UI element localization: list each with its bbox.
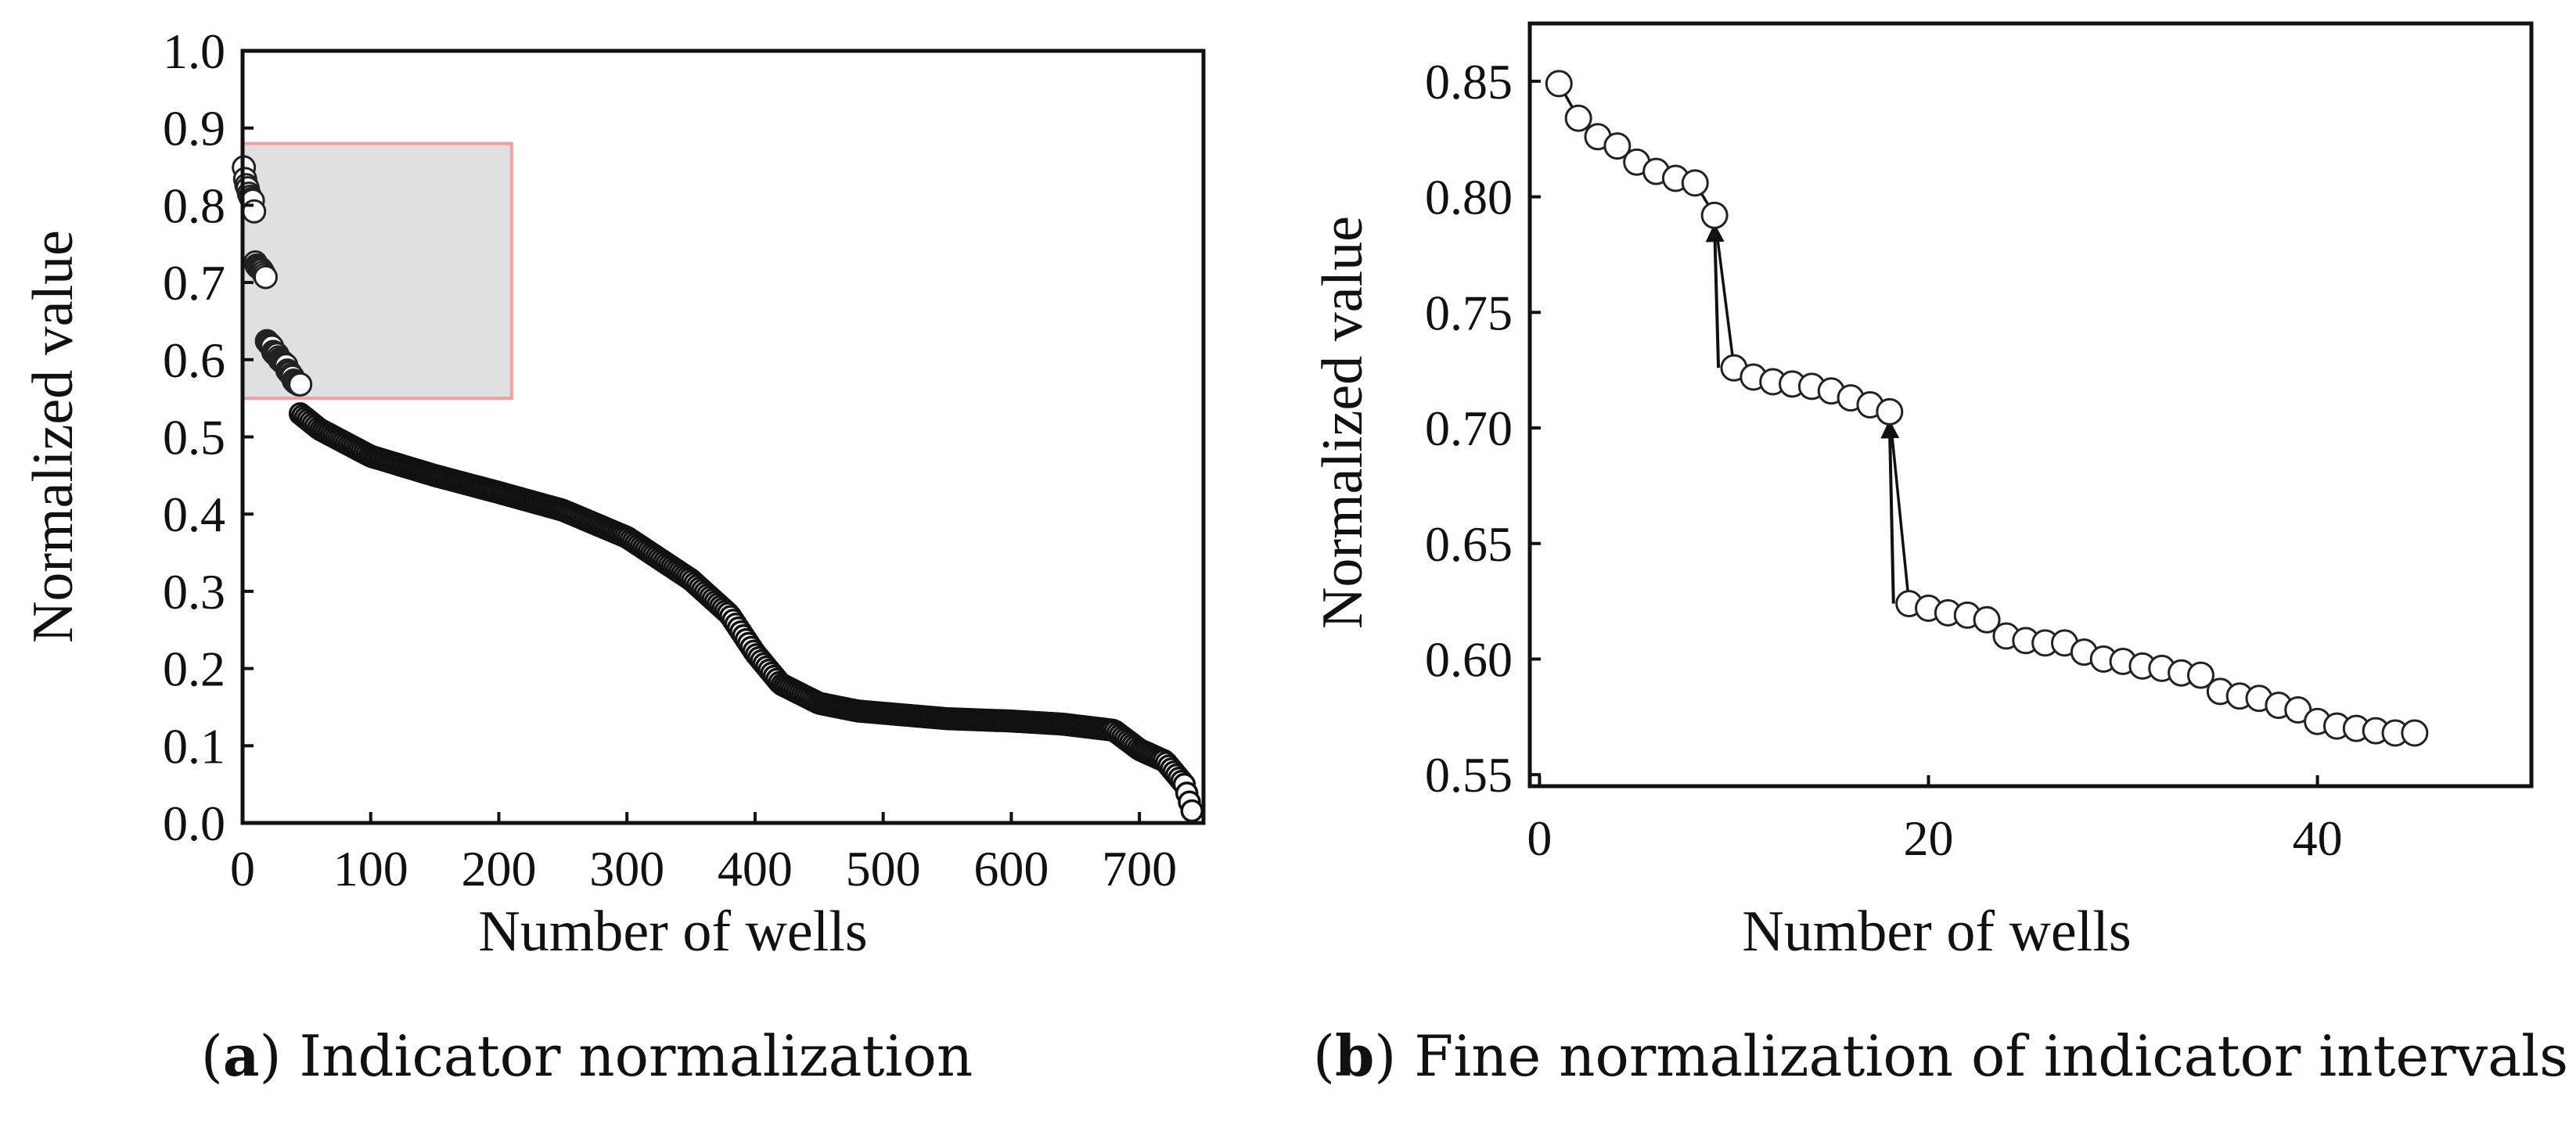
panel-a-x-tick-label: 500 <box>846 841 921 896</box>
panel-a-x-axis: 0 100 200 300 400 500 600 700 <box>230 812 1177 896</box>
panel-b-caption: (b) Fine normalization of indicator inte… <box>1313 1022 2568 1089</box>
panel-b-arrow <box>1880 419 1900 604</box>
panel-b-points <box>1545 70 2429 747</box>
panel-b-point <box>1700 201 1729 229</box>
panel-b-frame <box>1527 21 2534 789</box>
panel-a-y-tick-label: 0.5 <box>163 410 225 465</box>
panel-b-y-tick-label: 0.75 <box>1425 285 1513 340</box>
panel-a-x-tick-label: 200 <box>461 841 536 896</box>
panel-b-y-tick-label: 0.85 <box>1425 54 1513 110</box>
panel-a-y-axis-title: Normalized value <box>21 230 85 643</box>
panel-a-point <box>1180 799 1204 823</box>
panel-b-x-axis: 0 20 40 <box>1527 775 2343 866</box>
panel-b-x-axis-title: Number of wells <box>1742 900 2131 964</box>
panel-b-point <box>1603 132 1632 160</box>
panel-b-arrow <box>1705 223 1725 368</box>
panel-a-y-tick-label: 1.0 <box>163 23 225 79</box>
panel-a-x-tick-label: 600 <box>973 841 1049 896</box>
panel-a-caption-text: Indicator normalization <box>300 1023 973 1089</box>
panel-a-y-tick-label: 0.2 <box>163 641 225 697</box>
panel-b-y-tick-label: 0.70 <box>1425 401 1513 456</box>
panel-a-x-axis-title: Number of wells <box>478 900 867 964</box>
panel-a-y-tick-label: 0.7 <box>163 255 225 311</box>
panel-b-y-tick-label: 0.80 <box>1425 170 1513 225</box>
panel-a-point-highlight <box>253 264 278 289</box>
panel-b-x-tick-label: 0 <box>1527 810 1552 866</box>
panel-b-y-tick-label: 0.65 <box>1425 516 1513 572</box>
panel-b-point <box>2186 661 2214 689</box>
panel-a-x-tick-label: 400 <box>718 841 793 896</box>
panel-b-caption-text: Fine normalization of indicator interval… <box>1414 1023 2568 1089</box>
panel-a-x-tick-label: 100 <box>333 841 408 896</box>
panel-b-point <box>1681 169 1709 197</box>
panel-a-x-tick-label: 300 <box>589 841 664 896</box>
panel-a-y-tick-label: 0.0 <box>163 796 225 851</box>
panel-a-y-tick-label: 0.4 <box>163 487 225 542</box>
panel-a-y-tick-label: 0.9 <box>163 101 225 156</box>
panel-a-caption-label: a <box>223 1022 260 1089</box>
panel-b-y-tick-label: 0.55 <box>1425 747 1513 803</box>
panel-a-y-tick-label: 0.6 <box>163 332 225 388</box>
panel-a-x-tick-label: 0 <box>230 841 255 896</box>
panel-b-arrows <box>1705 223 1900 604</box>
panel-b-y-axis-title: Normalized value <box>1311 216 1375 629</box>
panel-b-point <box>1876 397 1904 426</box>
panel-b-point <box>2401 719 2429 747</box>
panel-b-point <box>1545 70 1573 98</box>
panel-b-y-tick-label: 0.60 <box>1425 632 1513 688</box>
panel-b-x-tick-label: 40 <box>2293 810 2343 866</box>
panel-b-x-tick-label: 20 <box>1904 810 1954 866</box>
panel-a-points <box>232 155 1204 823</box>
panel-a-y-tick-label: 0.1 <box>163 718 225 774</box>
panel-b-chart: 0.55 0.60 0.65 0.70 0.75 0.80 0.85 0 20 40 Numbe… <box>1311 21 2534 964</box>
panel-b-caption-label: b <box>1335 1022 1374 1089</box>
panel-a-y-axis: 0.0 0.1 0.2 0.3 0.4 0.5 0.6 0.7 0.8 0.9 1.0 <box>163 23 254 851</box>
panel-b-y-axis: 0.55 0.60 0.65 0.70 0.75 0.80 0.85 <box>1425 54 1541 803</box>
panel-a-point-highlight <box>288 372 313 397</box>
panel-b-point <box>1973 605 2001 634</box>
panel-a-y-tick-label: 0.3 <box>163 564 225 620</box>
panel-a-caption: (a) Indicator normalization <box>201 1022 973 1089</box>
panel-a-x-tick-label: 700 <box>1102 841 1177 896</box>
panel-a-chart: 0.0 0.1 0.2 0.3 0.4 0.5 0.6 0.7 0.8 0.9 1.0 0 100 20… <box>21 23 1206 964</box>
panel-a-y-tick-label: 0.8 <box>163 178 225 233</box>
panel-b-point <box>1564 104 1592 132</box>
